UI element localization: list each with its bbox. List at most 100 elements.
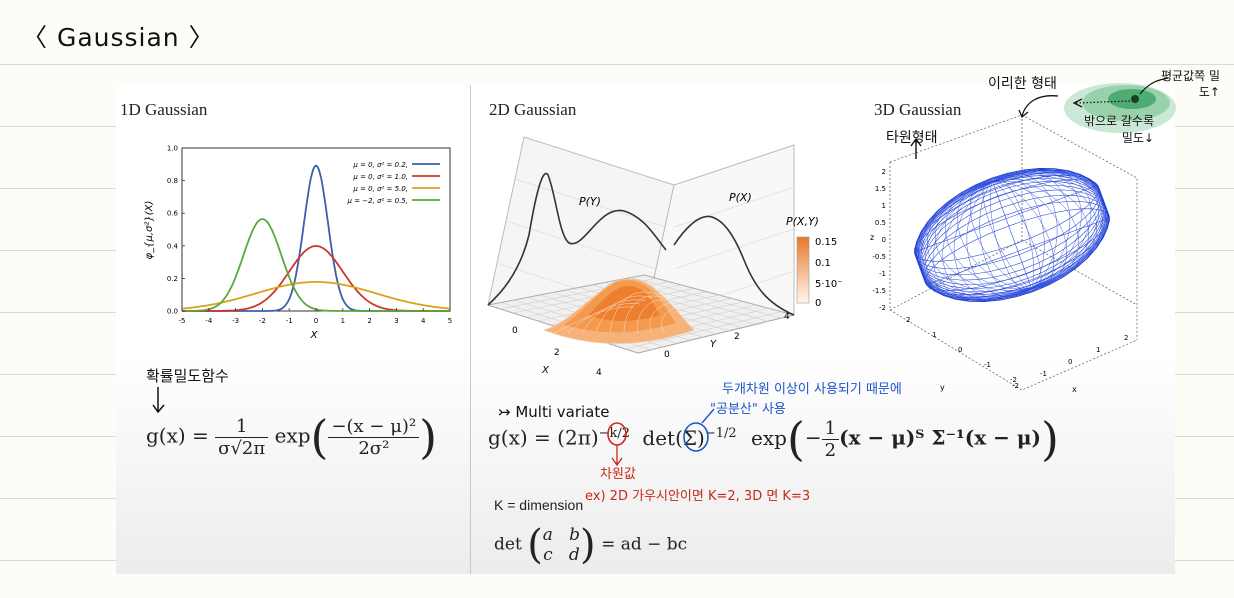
mesh-line — [989, 181, 1032, 293]
tick-y-2: 2 — [734, 332, 740, 342]
mesh-line — [935, 181, 1032, 291]
y-tick-label-3d: -1 — [984, 361, 991, 369]
panel-divider — [470, 85, 471, 574]
z-tick-label: 0 — [882, 236, 886, 244]
frac-num: −(x − μ)² — [328, 416, 420, 438]
panel-title-3d: 3D Gaussian — [874, 100, 962, 119]
k-definition: K = dimension — [494, 497, 584, 513]
plot-1d-gaussian: -5 -4 -3 -2 -1 0 1 2 3 4 5 0.0 0.2 0.4 0.6 0.8 1.0 X φ_{… — [144, 145, 452, 342]
cbar-tick: 0 — [815, 298, 821, 309]
mesh-line — [917, 181, 1032, 299]
det-b: b — [569, 525, 581, 545]
frac-den: 2σ² — [358, 437, 390, 459]
mesh-line — [921, 185, 1109, 302]
legend-entry: μ = 0, σ² = 5.0, — [352, 185, 408, 193]
mesh-line — [992, 177, 1098, 289]
mesh-line — [991, 179, 1032, 289]
label-px: P(X) — [729, 191, 752, 204]
mesh-line — [915, 168, 1103, 285]
series-line — [181, 281, 451, 310]
frac-num: 1 — [215, 416, 269, 438]
plot-2d-gaussian: P(Y) P(X) 0 2 4 X 0 2 4 Y P(X,Y) 0.15 0.… — [487, 136, 843, 378]
up-arrow-icon — [910, 137, 922, 159]
formula-det: det ( a b c d ) = ad − bc — [494, 522, 688, 568]
mesh-line — [992, 171, 1107, 289]
annot-ideal-shape: 이리한 형태 — [988, 76, 1057, 92]
x-tick-label: -1 — [286, 317, 293, 325]
y-tick-label: 1.0 — [167, 145, 178, 153]
y-tick-label-3d: 1 — [932, 331, 936, 339]
x-tick-label-3d: 0 — [1068, 358, 1072, 366]
gaussian-sketch — [1064, 77, 1176, 133]
mesh-line — [992, 169, 1092, 289]
mesh-line — [992, 170, 1104, 289]
y-tick-label: 0.0 — [167, 308, 178, 316]
formula-mv-lhs: g(x) = (2π) — [488, 425, 599, 450]
mesh-line — [924, 208, 1110, 291]
tick-y-0: 0 — [664, 350, 670, 360]
x-tick-label: -5 — [179, 317, 186, 325]
mesh-line — [992, 181, 1068, 289]
cbar-title: P(X,Y) — [786, 215, 819, 228]
formula-mv-det: det(Σ) — [642, 425, 705, 450]
frac-den: σ√2π — [218, 437, 266, 459]
x-tick-label: 1 — [341, 317, 345, 325]
x-tick-label: -3 — [232, 317, 239, 325]
mesh-line — [925, 181, 1032, 301]
x-tick-label: 0 — [314, 317, 318, 325]
mesh-line — [945, 181, 1032, 290]
det-rhs: = ad − bc — [601, 534, 688, 555]
y-tick-label: 0.8 — [167, 177, 178, 185]
curved-arrow-icon — [1018, 95, 1059, 119]
mesh-line — [922, 194, 1110, 299]
formula-1d-lhs: g(x) = — [146, 423, 209, 448]
x-tick-label: -2 — [259, 317, 266, 325]
tick-x-0: 0 — [512, 326, 518, 336]
y-tick-label-3d: -2 — [1010, 376, 1017, 384]
y-tick-label: 0.6 — [167, 210, 179, 218]
det-a: a — [542, 525, 553, 545]
axis-x-label: X — [541, 365, 550, 376]
annot-dim-label: 차원값 — [600, 467, 636, 482]
z-tick-label: -2 — [879, 304, 886, 312]
z-tick-label: 0.5 — [875, 219, 886, 227]
z-tick-label: 1 — [882, 202, 886, 210]
annot-example: ex) 2D 가우시안이면 K=2, 3D 면 K=3 — [585, 489, 811, 504]
y-tick-label-3d: 2 — [906, 316, 910, 324]
det-lhs: det — [494, 534, 522, 555]
mesh-line — [992, 175, 1045, 289]
mesh-line — [992, 180, 1079, 289]
red-circle-annotation — [607, 422, 627, 467]
formula-1d-exp: exp — [274, 423, 311, 448]
formula-mv-detpow: −1/2 — [704, 425, 737, 441]
mesh-line — [920, 181, 1109, 302]
panel-title-1d: 1D Gaussian — [120, 100, 208, 119]
y-tick-label: 0.4 — [167, 242, 179, 250]
mesh-line — [914, 179, 1100, 262]
x-tick-label: 4 — [421, 317, 426, 325]
det-c: c — [543, 545, 553, 565]
mesh-line — [926, 181, 1032, 293]
x-tick-label-3d: 2 — [1124, 334, 1128, 342]
formula-multivariate: g(x) = (2π)−k/2 det(Σ)−1/2 exp(− 1 2 (x − μ… — [488, 412, 1059, 466]
annot-multivariate: ↣ Multi variate — [498, 403, 610, 421]
cbar-tick: 0.15 — [815, 237, 837, 248]
tick-y-4: 4 — [784, 312, 790, 322]
mesh-line — [920, 181, 1032, 300]
x-tick-label-3d: -1 — [1040, 370, 1047, 378]
ruled-line — [0, 64, 1234, 65]
mesh-line — [982, 180, 1032, 289]
z-tick-label: 1.5 — [875, 185, 886, 193]
y-axis-label: φ_{μ,σ²}(X) — [144, 201, 155, 260]
y-tick-label: 0.2 — [167, 275, 178, 283]
axis-y-label: Y — [710, 339, 717, 350]
formula-mv-minus: − — [804, 425, 822, 450]
z-axis-label: z — [870, 233, 874, 242]
annot-ellipse: 타원형태 — [886, 130, 938, 146]
annot-dim-note: 두개차원 이상이 사용되기 때문에 — [722, 382, 902, 397]
x-tick-label: -4 — [205, 317, 213, 325]
tick-x-4: 4 — [596, 368, 602, 378]
legend-entry: μ = 0, σ² = 1.0, — [352, 173, 408, 181]
x-tick-label: 3 — [394, 317, 398, 325]
panel-title-2d: 2D Gaussian — [489, 100, 577, 119]
